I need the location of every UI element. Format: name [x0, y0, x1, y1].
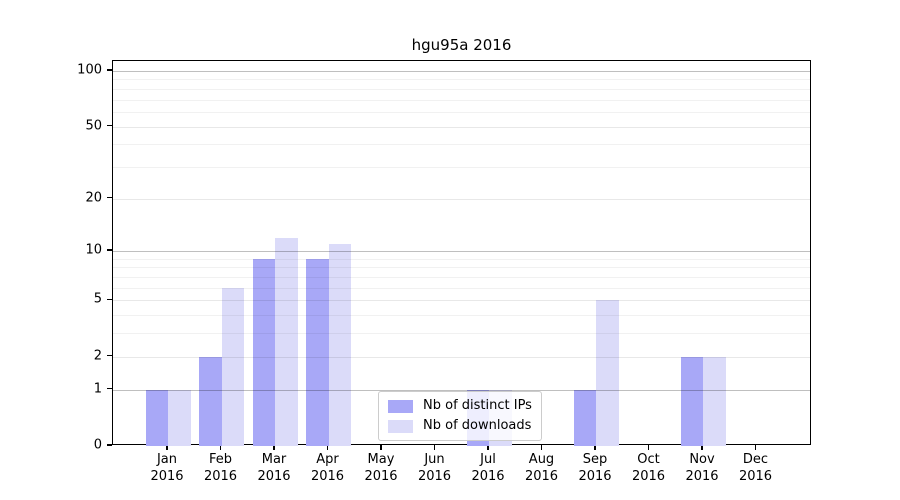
x-tick-mark-feb	[219, 445, 222, 450]
y-tick-mark-50	[107, 124, 112, 127]
y-tick-mark-0	[107, 444, 112, 446]
bar-downloads	[275, 237, 298, 446]
bar-downloads	[328, 244, 351, 446]
x-tick-label-feb: Feb 2016	[203, 452, 238, 484]
x-tick-label-aug: Aug 2016	[524, 452, 559, 484]
bar-distinct-ips	[306, 258, 329, 446]
x-tick-label-apr: Apr 2016	[310, 452, 345, 484]
y-tick-label-10: 10	[85, 242, 102, 258]
gridline-7	[113, 277, 810, 279]
legend-swatch-icon	[388, 419, 413, 433]
x-tick-mark-jun	[433, 445, 436, 450]
x-tick-label-jun: Jun 2016	[417, 452, 452, 484]
gridline-10	[113, 251, 810, 253]
legend-label: Nb of distinct IPs	[423, 398, 532, 413]
x-tick-label-dec: Dec 2016	[738, 452, 773, 484]
x-tick-label-may: May 2016	[364, 452, 398, 484]
gridline-50	[113, 126, 810, 128]
legend-swatch-icon	[388, 399, 413, 413]
gridline-4	[113, 315, 810, 317]
gridline-40	[113, 144, 810, 146]
gridline-6	[113, 287, 810, 289]
gridline-1	[113, 389, 810, 391]
bar-downloads	[221, 287, 244, 446]
x-tick-label-oct: Oct 2016	[631, 452, 666, 484]
gridline-90	[113, 79, 810, 81]
y-tick-label-50: 50	[85, 118, 102, 133]
y-tick-mark-20	[107, 196, 112, 199]
y-tick-mark-100	[107, 69, 112, 71]
y-tick-mark-2	[107, 354, 112, 357]
x-tick-mark-dec	[754, 445, 757, 450]
gridline-5	[113, 300, 810, 302]
y-tick-mark-5	[107, 298, 112, 301]
legend-row-downloads: Nb of downloads	[388, 418, 532, 434]
y-tick-label-2: 2	[93, 348, 102, 364]
legend-label: Nb of downloads	[423, 418, 532, 433]
gridline-8	[113, 267, 810, 269]
gridline-80	[113, 88, 810, 90]
x-tick-mark-nov	[701, 445, 703, 450]
bar-distinct-ips	[680, 356, 703, 446]
y-tick-label-0: 0	[93, 437, 102, 453]
x-tick-label-sep: Sep 2016	[578, 452, 612, 484]
legend-row-distinct-ips: Nb of distinct IPs	[388, 398, 532, 414]
y-tick-label-5: 5	[93, 291, 102, 307]
legend: Nb of distinct IPs Nb of downloads	[378, 391, 542, 441]
y-tick-mark-1	[107, 387, 112, 390]
bar-distinct-ips	[199, 356, 222, 446]
plot-area	[112, 60, 811, 446]
x-tick-mark-mar	[273, 445, 275, 450]
x-tick-label-jul: Jul 2016	[471, 452, 505, 484]
bar-distinct-ips	[252, 258, 275, 446]
x-tick-mark-aug	[540, 445, 543, 450]
gridline-100	[113, 70, 810, 72]
bar-downloads	[703, 356, 726, 446]
bar-distinct-ips	[145, 389, 168, 446]
x-tick-mark-may	[380, 445, 382, 450]
bar-downloads	[596, 300, 619, 446]
gridline-2	[113, 356, 810, 358]
x-tick-mark-oct	[647, 445, 650, 450]
x-tick-mark-sep	[594, 445, 596, 450]
gridline-9	[113, 258, 810, 260]
gridline-70	[113, 99, 810, 101]
bar-downloads	[168, 389, 191, 446]
gridline-3	[113, 333, 810, 335]
gridline-60	[113, 111, 810, 113]
y-tick-label-100: 100	[77, 62, 102, 78]
x-tick-label-nov: Nov 2016	[685, 452, 719, 484]
x-tick-label-jan: Jan 2016	[150, 452, 184, 484]
x-tick-mark-jul	[487, 445, 489, 450]
y-tick-label-1: 1	[93, 381, 102, 397]
y-tick-label-20: 20	[85, 190, 102, 206]
gridline-30	[113, 166, 810, 168]
x-tick-mark-jan	[166, 445, 168, 450]
chart-title: hgu95a 2016	[411, 36, 512, 54]
gridline-20	[113, 198, 810, 200]
y-tick-mark-10	[107, 249, 112, 251]
x-tick-mark-apr	[326, 445, 329, 450]
bar-distinct-ips	[573, 389, 596, 446]
x-tick-label-mar: Mar 2016	[257, 452, 291, 484]
